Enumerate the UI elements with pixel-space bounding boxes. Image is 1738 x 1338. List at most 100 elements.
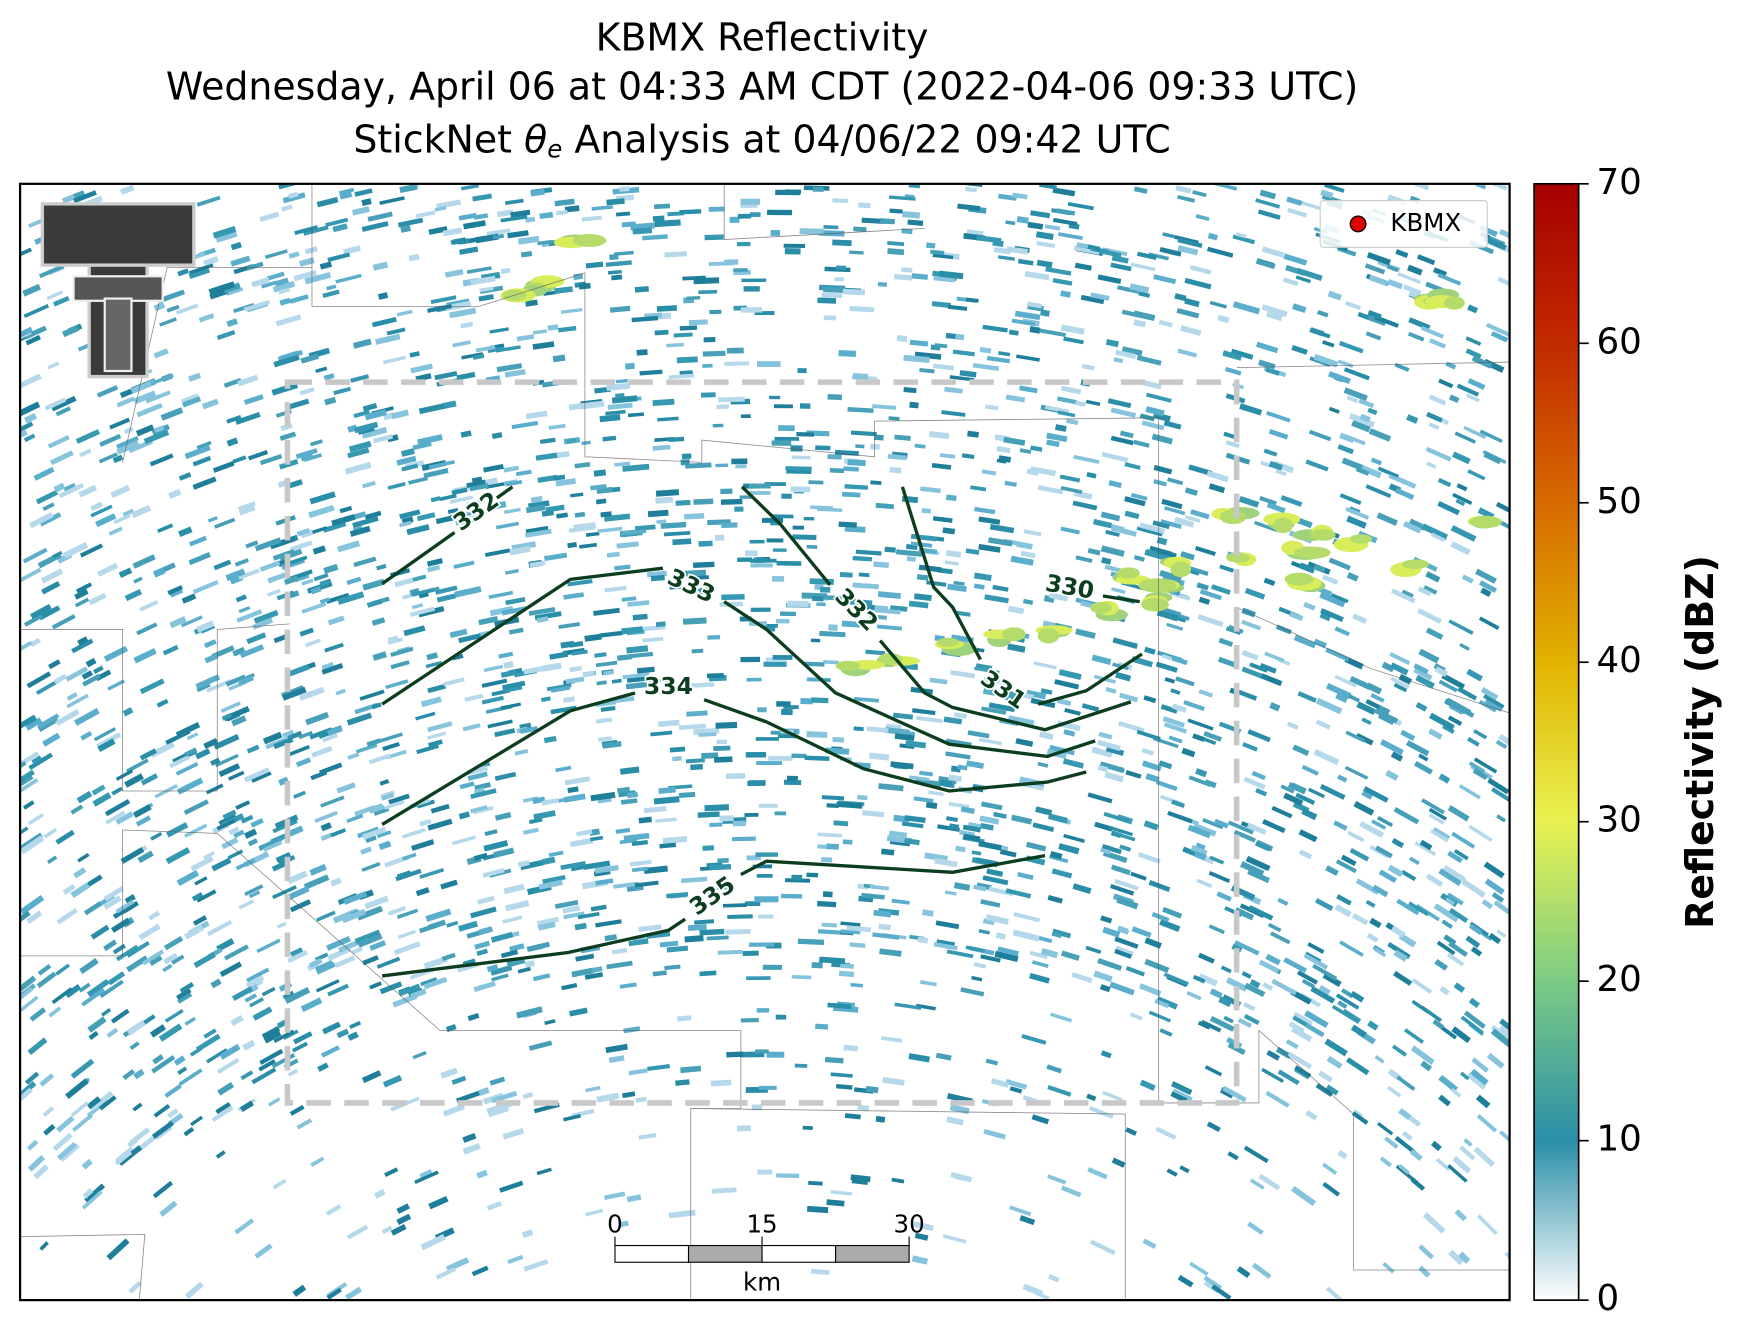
radar-echo (980, 899, 1001, 908)
radar-echo (722, 903, 747, 908)
radar-echo (543, 552, 568, 561)
radar-echo (300, 997, 323, 1012)
radar-echo (236, 609, 263, 623)
radar-echo (985, 1058, 999, 1066)
radar-echo (1265, 367, 1280, 376)
radar-echo (763, 661, 787, 667)
radar-echo (1170, 688, 1181, 695)
radar-echo (1364, 263, 1386, 275)
radar-echo (1495, 739, 1508, 749)
radar-echo (151, 1055, 176, 1074)
radar-echo (244, 993, 258, 1003)
radar-echo (569, 837, 594, 848)
radar-echo (945, 550, 962, 558)
radar-echo (106, 1238, 130, 1261)
radar-echo (684, 935, 704, 943)
radar-echo (1373, 947, 1387, 958)
radar-echo (1052, 217, 1078, 226)
radar-echo (486, 964, 499, 973)
radar-echo (379, 196, 405, 205)
radar-echo (621, 221, 636, 228)
radar-echo (464, 693, 484, 702)
radar-echo (114, 1149, 133, 1166)
radar-echo (1356, 701, 1377, 716)
radar-echo (390, 660, 410, 670)
radar-echo (869, 884, 890, 891)
radar-echo (1021, 1034, 1047, 1045)
radar-echo (425, 908, 452, 922)
radar-echo (708, 206, 725, 212)
radar-echo (1100, 511, 1121, 522)
radar-echo (336, 782, 356, 794)
radar-echo (613, 696, 635, 704)
radar-echo (1022, 598, 1034, 605)
radar-echo (386, 327, 406, 336)
radar-echo (122, 900, 139, 914)
contour-line (878, 639, 1132, 732)
radar-echo (1346, 434, 1366, 446)
radar-echo (1386, 264, 1399, 273)
radar-echo (23, 613, 43, 627)
radar-echo (714, 756, 733, 763)
radar-echo (1087, 1167, 1108, 1180)
radar-echo (567, 786, 579, 794)
radar-echo (266, 588, 281, 597)
radar-echo (1011, 814, 1033, 825)
radar-echo (1048, 1274, 1060, 1283)
radar-echo (336, 540, 361, 553)
radar-echo (821, 856, 833, 863)
radar-echo (1155, 661, 1178, 673)
radar-echo (360, 846, 372, 855)
radar-echo (1425, 873, 1444, 888)
radar-echo (760, 624, 778, 628)
radar-echo (729, 216, 740, 223)
radar-echo (1101, 557, 1112, 565)
radar-echo-strong (1141, 597, 1169, 612)
radar-echo (93, 727, 117, 742)
radar-echo (554, 899, 579, 909)
radar-echo (301, 602, 327, 614)
radar-echo (62, 541, 89, 559)
radar-echo (1470, 946, 1483, 957)
radar-echo (213, 733, 240, 750)
radar-echo (55, 829, 75, 845)
radar-echo (615, 827, 631, 834)
radar-echo (755, 852, 779, 857)
radar-echo (892, 712, 914, 720)
radar-echo (322, 289, 340, 299)
radar-echo (115, 769, 134, 781)
radar-echo (90, 501, 104, 512)
radar-echo (1039, 328, 1067, 338)
radar-echo (678, 723, 706, 730)
radar-echo (1444, 897, 1456, 906)
radar-echo (1334, 674, 1357, 688)
radar-echo (855, 444, 865, 449)
radar-echo (246, 967, 270, 983)
radar-echo (830, 1190, 853, 1196)
radar-echo (444, 269, 464, 278)
radar-echo (1125, 965, 1146, 977)
radar-echo (1177, 244, 1199, 256)
radar-echo (1063, 336, 1084, 345)
radar-echo (474, 940, 491, 950)
radar-echo (664, 251, 687, 258)
radar-echo (1367, 309, 1382, 320)
radar-echo (505, 596, 526, 606)
radar-echo (87, 1016, 107, 1033)
radar-echo (325, 592, 350, 604)
radar-echo (195, 748, 211, 760)
radar-echo (20, 326, 34, 340)
radar-echo (657, 416, 679, 422)
radar-echo (838, 970, 855, 978)
radar-echo (24, 1071, 40, 1085)
radar-echo (1343, 387, 1368, 402)
radar-echo (484, 548, 511, 558)
radar-echo (361, 862, 381, 872)
radar-echo (183, 1126, 195, 1137)
radar-echo (140, 773, 159, 786)
radar-echo (1192, 974, 1206, 984)
radar-echo (865, 649, 886, 656)
radar-echo (1256, 258, 1276, 270)
radar-echo (740, 656, 761, 663)
radar-echo (1153, 274, 1177, 285)
